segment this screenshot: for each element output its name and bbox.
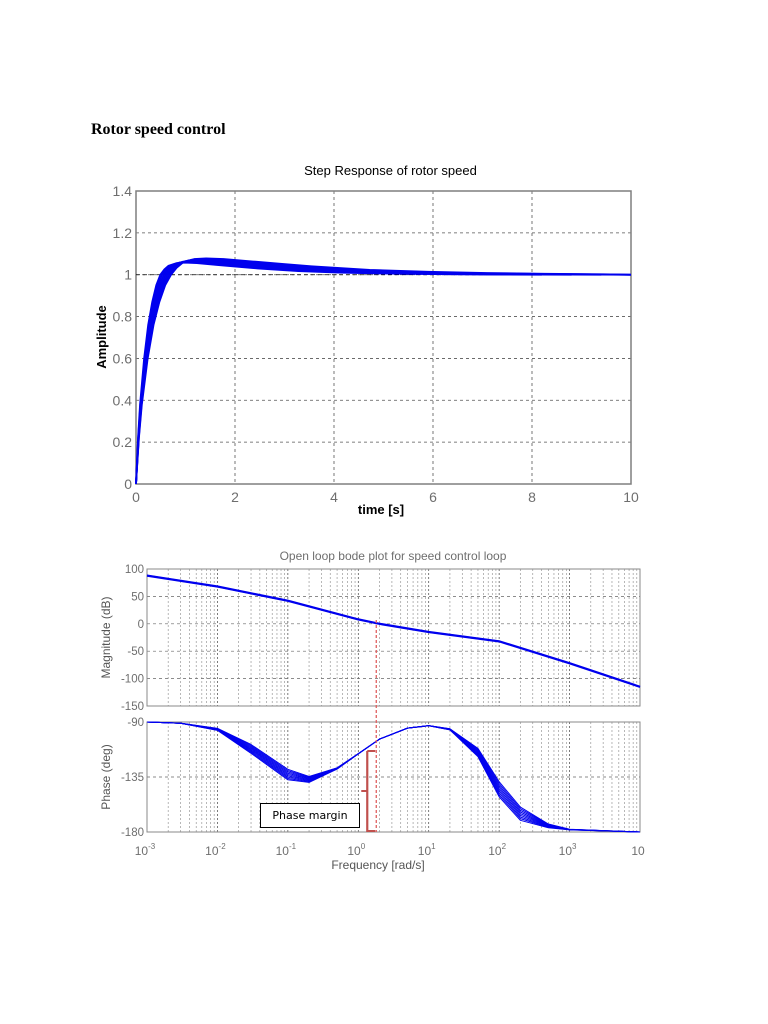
y-tick-label: 0 [138,619,144,631]
x-tick-label: 10 [631,844,645,858]
bode-plot-chart: Open loop bode plot for speed control lo… [99,549,645,872]
y-tick-label: -90 [127,717,144,729]
phase-margin-bracket [361,750,376,832]
x-tick-label: 10 [623,489,639,505]
step-response-chart: Step Response of rotor speed 0 2 4 6 8 10 0 0.2 0… [94,163,639,517]
y-tick-label: 0.6 [113,350,133,366]
y-axis-label: Amplitude [94,305,109,369]
x-axis-label: Frequency [rad/s] [331,858,424,872]
phase-curve [146,721,641,833]
x-tick-label: 8 [528,489,536,505]
phase-margin-label-box: Phase margin [260,803,360,828]
y-tick-label: -135 [121,772,144,784]
step-response-curve [135,258,632,485]
step-response-curve [135,260,602,485]
step-response-curve [135,257,632,485]
step-response-curve [135,258,632,485]
y-tick-label: 100 [125,564,144,576]
x-tick-label: 100 [347,842,365,858]
x-tick-label: 2 [231,489,239,505]
x-tick-label: 4 [330,489,338,505]
chart-title: Open loop bode plot for speed control lo… [280,549,507,563]
y-tick-label: -180 [121,827,144,839]
y-tick-label: -150 [121,701,144,713]
step-response-curve [135,261,572,485]
plot-frame [146,721,641,833]
y-tick-label: 1.2 [113,225,133,241]
plot-frame [135,190,632,485]
plot-frame [146,568,641,707]
magnitude-curve [146,574,641,688]
x-tick-label: 102 [488,842,506,858]
y-tick-label: -100 [121,674,144,686]
phase-subplot: -90 -135 -180 Phase (deg) [99,717,641,839]
y-axis-label: Magnitude (dB) [99,596,113,678]
x-tick-label: 101 [418,842,436,858]
magnitude-subplot: 100 50 0 -50 -100 -150 Magnitude (dB) [99,564,641,713]
y-tick-label: 0 [124,476,132,492]
y-tick-label: 50 [131,591,144,603]
y-tick-label: 1.4 [113,183,133,199]
x-tick-label: 10-1 [276,842,297,858]
y-tick-label: 0.4 [113,392,133,408]
x-tick-label: 103 [559,842,577,858]
x-tick-label: 10-2 [205,842,226,858]
y-tick-label: 0.8 [113,309,133,325]
step-response-curve [135,261,542,485]
x-tick-label: 0 [132,489,140,505]
chart-title: Step Response of rotor speed [304,163,477,178]
y-tick-label: -50 [127,646,144,658]
x-tick-label: 10-3 [135,842,156,858]
step-response-curve [135,259,632,485]
y-tick-label: 1 [124,267,132,283]
y-tick-label: 0.2 [113,434,133,450]
section-heading: Rotor speed control [91,121,226,138]
y-axis-label: Phase (deg) [99,744,113,809]
x-tick-label: 6 [429,489,437,505]
x-axis-label: time [s] [358,502,404,517]
